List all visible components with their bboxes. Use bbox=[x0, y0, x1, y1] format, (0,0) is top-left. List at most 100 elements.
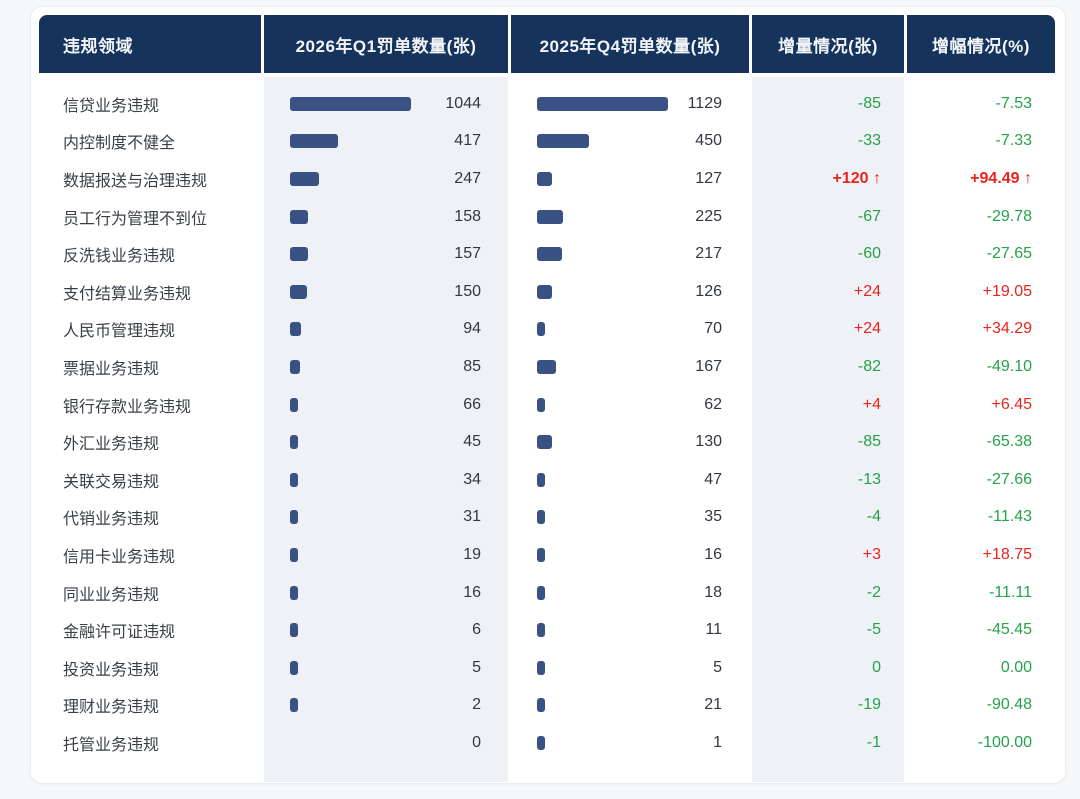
q1-value: 0 bbox=[472, 733, 481, 751]
q1-bar-cell: 0 bbox=[264, 724, 508, 762]
q4-bar-cell: 167 bbox=[511, 348, 749, 386]
q4-bar-cell: 16 bbox=[511, 536, 749, 574]
delta-value: -4 bbox=[866, 508, 881, 526]
q1-bar-icon bbox=[290, 547, 298, 562]
q4-bar-icon bbox=[537, 735, 545, 750]
pct-value: +6.45 bbox=[991, 395, 1032, 413]
q1-bar-cell: 19 bbox=[264, 536, 508, 574]
q1-bar-track bbox=[290, 96, 421, 111]
q4-bar-icon bbox=[537, 134, 589, 149]
q4-bar-icon bbox=[537, 247, 562, 262]
delta-value: -2 bbox=[866, 583, 881, 601]
q1-bar-icon bbox=[290, 435, 298, 450]
column-delta: 增量情况(张) -85 -33 +120 ↑ -67 -60 +24 +24 -82 +4 -85… bbox=[752, 15, 904, 782]
q1-bar-track bbox=[290, 284, 421, 299]
q1-bar-cell: 158 bbox=[264, 198, 508, 236]
q4-bar-icon bbox=[537, 510, 545, 525]
pct-value: -49.10 bbox=[986, 357, 1032, 375]
q4-value: 18 bbox=[704, 583, 722, 601]
header-2026-q1-count: 2026年Q1罚单数量(张) bbox=[264, 15, 508, 73]
q1-bar-cell: 5 bbox=[264, 649, 508, 687]
q1-bar-icon bbox=[290, 96, 411, 111]
q4-bar-track bbox=[537, 247, 662, 262]
q1-value: 31 bbox=[463, 508, 481, 526]
q1-bar-cell: 94 bbox=[264, 311, 508, 349]
penalty-comparison-table: 违规领域 信贷业务违规 内控制度不健全 数据报送与治理违规 员工行为管理不到位 反洗钱业… bbox=[39, 15, 1057, 782]
row-label: 内控制度不健全 bbox=[63, 135, 176, 153]
q4-bar-cell: 450 bbox=[511, 123, 749, 161]
row-label: 代销业务违规 bbox=[63, 511, 160, 529]
q4-bar-cell: 62 bbox=[511, 386, 749, 424]
q1-bar-icon bbox=[290, 209, 308, 224]
pct-value: -27.66 bbox=[986, 470, 1032, 488]
row-label: 金融许可证违规 bbox=[63, 624, 176, 642]
q4-bar-icon bbox=[537, 472, 545, 487]
delta-value: -85 bbox=[857, 433, 881, 451]
q4-bar-track bbox=[537, 510, 662, 525]
row-label: 信贷业务违规 bbox=[63, 97, 160, 115]
q1-value: 2 bbox=[472, 696, 481, 714]
q4-bar-icon bbox=[537, 397, 545, 412]
q1-bar-track bbox=[290, 209, 421, 224]
q4-bar-icon bbox=[537, 359, 556, 374]
q1-bar-track bbox=[290, 359, 421, 374]
column-body-2025-q4-count: 1129 450 127 225 217 126 70 167 62 130 47 35 16 18 11 5… bbox=[511, 77, 749, 782]
column-body-violation-area: 信贷业务违规 内控制度不健全 数据报送与治理违规 员工行为管理不到位 反洗钱业务违规 支付… bbox=[39, 77, 261, 782]
row-label: 银行存款业务违规 bbox=[63, 398, 192, 416]
row-label: 理财业务违规 bbox=[63, 699, 160, 717]
q1-bar-track bbox=[290, 322, 421, 337]
q4-bar-track bbox=[537, 585, 662, 600]
q4-bar-track bbox=[537, 547, 662, 562]
q1-bar-cell: 417 bbox=[264, 123, 508, 161]
pct-value: -100.00 bbox=[977, 733, 1032, 751]
row-label: 同业业务违规 bbox=[63, 586, 160, 604]
q4-bar-cell: 127 bbox=[511, 160, 749, 198]
row-label: 员工行为管理不到位 bbox=[63, 210, 208, 228]
q4-bar-track bbox=[537, 397, 662, 412]
q4-bar-icon bbox=[537, 209, 563, 224]
q1-value: 417 bbox=[454, 132, 481, 150]
q4-bar-cell: 70 bbox=[511, 311, 749, 349]
delta-value: -1 bbox=[866, 733, 881, 751]
q4-value: 21 bbox=[704, 696, 722, 714]
q4-bar-cell: 18 bbox=[511, 574, 749, 612]
q4-bar-icon bbox=[537, 322, 545, 337]
q1-bar-track bbox=[290, 698, 421, 713]
delta-value: +120 ↑ bbox=[832, 169, 881, 187]
delta-value: -5 bbox=[866, 621, 881, 639]
q4-value: 130 bbox=[695, 433, 722, 451]
q4-bar-icon bbox=[537, 698, 545, 713]
q1-value: 157 bbox=[454, 245, 481, 263]
pct-value: 0.00 bbox=[1000, 658, 1032, 676]
q4-bar-cell: 126 bbox=[511, 273, 749, 311]
pct-value: -27.65 bbox=[986, 245, 1032, 263]
q4-bar-cell: 21 bbox=[511, 687, 749, 725]
q1-bar-track bbox=[290, 585, 421, 600]
q4-value: 167 bbox=[695, 357, 722, 375]
row-label: 投资业务违规 bbox=[63, 661, 160, 679]
column-2026-q1-count: 2026年Q1罚单数量(张) 1044 417 247 158 157 150 94 85 66… bbox=[264, 15, 508, 782]
q1-bar-cell: 66 bbox=[264, 386, 508, 424]
q1-bar-cell: 1044 bbox=[264, 85, 508, 123]
q4-value: 16 bbox=[704, 545, 722, 563]
q1-value: 45 bbox=[463, 433, 481, 451]
q4-value: 217 bbox=[695, 245, 722, 263]
q4-bar-track bbox=[537, 359, 662, 374]
q4-bar-track bbox=[537, 623, 662, 638]
q4-bar-icon bbox=[537, 171, 552, 186]
q4-value: 450 bbox=[695, 132, 722, 150]
pct-value: -11.11 bbox=[989, 583, 1032, 601]
pct-value: -65.38 bbox=[986, 433, 1032, 451]
q4-bar-track bbox=[537, 435, 662, 450]
delta-value: +4 bbox=[862, 395, 881, 413]
q1-bar-cell: 34 bbox=[264, 461, 508, 499]
row-label: 托管业务违规 bbox=[63, 736, 160, 754]
row-label: 数据报送与治理违规 bbox=[63, 172, 208, 190]
pct-value: +34.29 bbox=[982, 320, 1032, 338]
q4-value: 127 bbox=[695, 169, 722, 187]
q1-bar-track bbox=[290, 134, 421, 149]
delta-value: -85 bbox=[857, 94, 881, 112]
q4-value: 62 bbox=[704, 395, 722, 413]
q1-bar-track bbox=[290, 247, 421, 262]
q4-bar-cell: 130 bbox=[511, 423, 749, 461]
